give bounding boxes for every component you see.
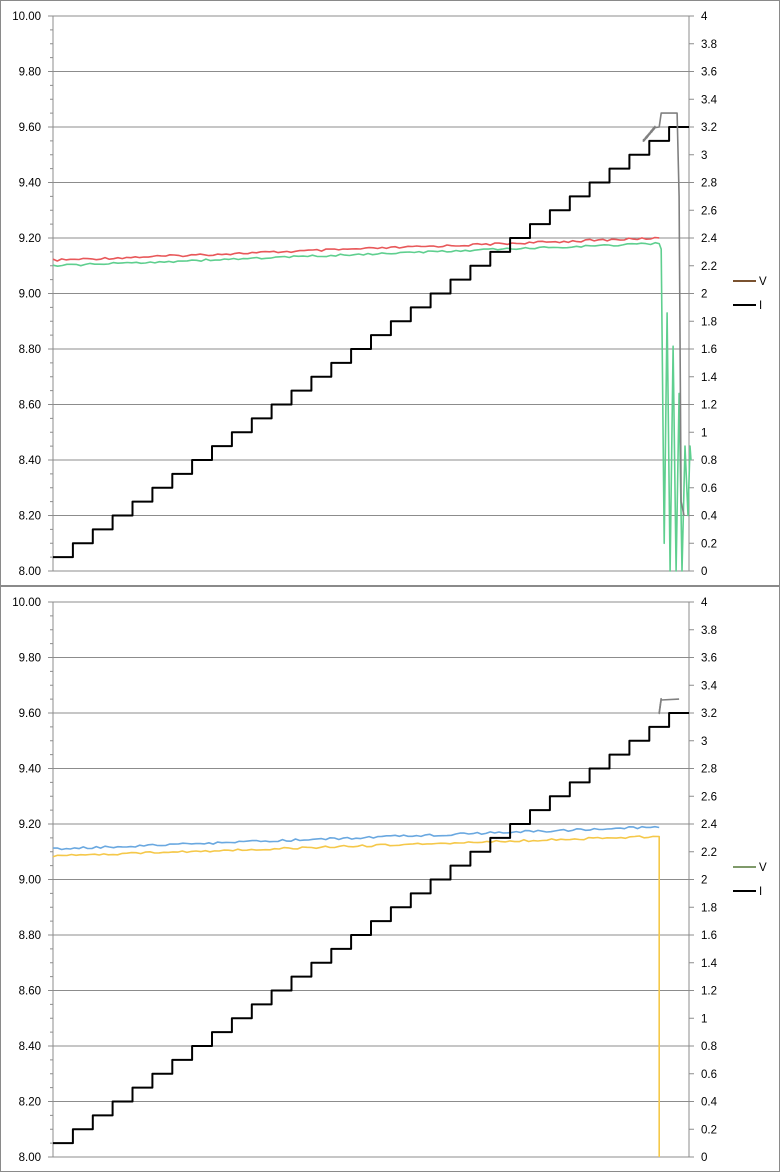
y-left-tick-label: 9.80 <box>19 653 41 665</box>
y-right-tick-label: 0.4 <box>701 1097 718 1109</box>
y-right-tick-label: 1.4 <box>701 958 718 970</box>
y-left-tick-label: 10.00 <box>12 597 41 609</box>
y-right-tick-label: 2.6 <box>701 205 717 217</box>
y-right-tick-label: 0.8 <box>701 1041 717 1053</box>
y-right-tick-label: 1.6 <box>701 344 717 356</box>
y-right-tick-label: 0.2 <box>701 1124 717 1136</box>
y-left-tick-label: 8.40 <box>19 455 41 467</box>
y-left-tick-label: 8.20 <box>19 511 41 523</box>
y-left-tick-label: 9.60 <box>19 122 41 134</box>
y-right-tick-label: 0.6 <box>701 1069 717 1081</box>
y-right-tick-label: 0.6 <box>701 483 717 495</box>
y-left-tick-label: 8.80 <box>19 344 41 356</box>
y-right-tick-label: 0.8 <box>701 455 717 467</box>
y-right-tick-label: 3.6 <box>701 67 717 79</box>
y-right-tick-label: 3.6 <box>701 653 717 665</box>
y-right-tick-label: 2.8 <box>701 178 717 190</box>
y-left-tick-label: 9.60 <box>19 708 41 720</box>
y-right-tick-label: 3.2 <box>701 708 717 720</box>
y-right-tick-label: 3 <box>701 736 707 748</box>
y-left-tick-label: 9.40 <box>19 764 41 776</box>
y-right-tick-label: 0 <box>701 1152 707 1164</box>
series-line-3 <box>642 112 685 516</box>
series-line-3 <box>658 697 680 715</box>
y-left-tick-label: 8.60 <box>19 400 41 412</box>
y-right-tick-label: 0.2 <box>701 538 717 550</box>
y-right-tick-label: 4 <box>701 11 708 23</box>
y-left-tick-label: 8.40 <box>19 1041 41 1053</box>
legend-label: I <box>759 300 762 312</box>
y-left-tick-label: 9.00 <box>19 289 41 301</box>
y-left-tick-label: 8.00 <box>19 1152 41 1164</box>
chart-panel-top: 8.00 8.20 8.40 8.60 8.80 9.00 9.20 9.40 9.60 9.80… <box>0 0 780 586</box>
y-left-tick-label: 9.20 <box>19 819 41 831</box>
series-line-2 <box>53 126 689 559</box>
chart-panel-bottom: 8.00 8.20 8.40 8.60 8.80 9.00 9.20 9.40 9.60 9.80… <box>0 586 780 1172</box>
y-right-tick-label: 0 <box>701 566 707 578</box>
y-left-tick-label: 8.60 <box>19 986 41 998</box>
y-right-tick-label: 1 <box>701 427 707 439</box>
y-right-tick-label: 2.6 <box>701 791 717 803</box>
y-right-tick-label: 1.4 <box>701 372 718 384</box>
y-right-tick-label: 1.2 <box>701 400 717 412</box>
y-right-tick-label: 1.2 <box>701 986 717 998</box>
y-left-tick-label: 9.00 <box>19 875 41 887</box>
y-left-tick-label: 10.00 <box>12 11 41 23</box>
y-right-tick-label: 2.4 <box>701 819 718 831</box>
chart-top: 8.00 8.20 8.40 8.60 8.80 9.00 9.20 9.40 9.60 9.80… <box>12 11 767 578</box>
y-left-tick-label: 9.20 <box>19 233 41 245</box>
y-right-tick-label: 2.2 <box>701 847 717 859</box>
series-line-1 <box>52 835 660 1157</box>
y-right-tick-label: 1.8 <box>701 902 717 914</box>
y-left-tick-label: 9.80 <box>19 67 41 79</box>
legend-label: I <box>759 886 762 898</box>
y-right-tick-label: 2 <box>701 875 707 887</box>
series-line-0 <box>52 825 660 851</box>
y-right-tick-label: 0.4 <box>701 511 718 523</box>
y-right-tick-label: 2.2 <box>701 261 717 273</box>
legend-label: V <box>759 862 767 874</box>
y-left-tick-label: 8.80 <box>19 930 41 942</box>
y-right-tick-label: 1.8 <box>701 316 717 328</box>
series-line-1 <box>52 241 692 572</box>
y-right-tick-label: 1.6 <box>701 930 717 942</box>
y-right-tick-label: 4 <box>701 597 708 609</box>
y-right-tick-label: 3.4 <box>701 680 718 692</box>
y-right-tick-label: 3.2 <box>701 122 717 134</box>
y-right-tick-label: 2.8 <box>701 764 717 776</box>
y-right-tick-label: 1 <box>701 1013 707 1025</box>
series-line-0 <box>52 236 660 262</box>
y-right-tick-label: 3.8 <box>701 625 717 637</box>
legend-label: V <box>759 276 767 288</box>
y-left-tick-label: 9.40 <box>19 178 41 190</box>
y-right-tick-label: 3.4 <box>701 94 718 106</box>
chart-bottom: 8.00 8.20 8.40 8.60 8.80 9.00 9.20 9.40 9.60 9.80… <box>12 597 767 1164</box>
series-line-2 <box>53 712 689 1145</box>
y-right-tick-label: 3.8 <box>701 39 717 51</box>
y-right-tick-label: 2.4 <box>701 233 718 245</box>
y-right-tick-label: 3 <box>701 150 707 162</box>
y-left-tick-label: 8.20 <box>19 1097 41 1109</box>
y-left-tick-label: 8.00 <box>19 566 41 578</box>
y-right-tick-label: 2 <box>701 289 707 301</box>
